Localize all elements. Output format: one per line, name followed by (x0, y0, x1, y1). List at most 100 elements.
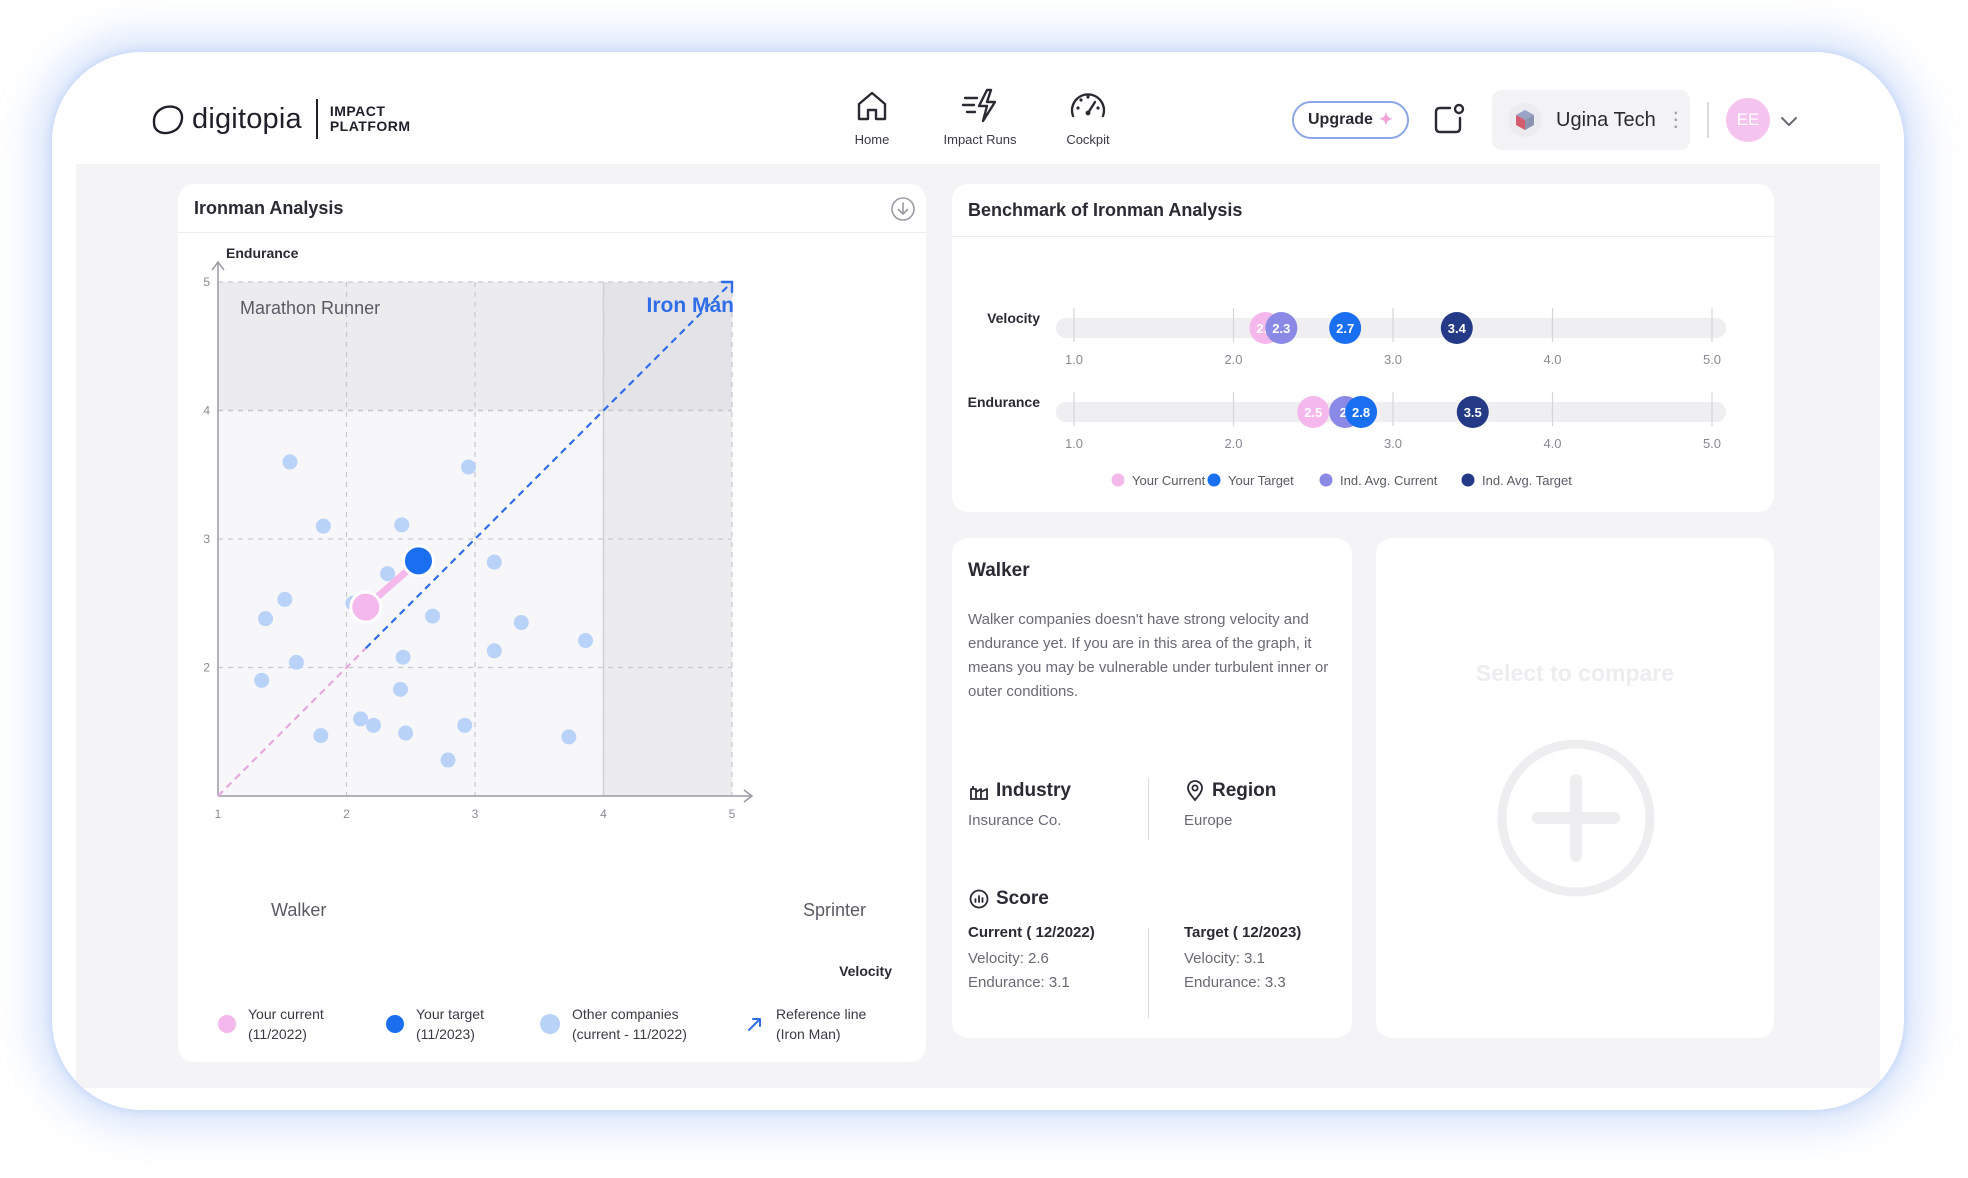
nav-item-cockpit-label: Cockpit (1066, 132, 1110, 147)
brand-name: digitopia (192, 102, 302, 135)
legend-other-companies-line2: (current - 11/2022) (572, 1026, 687, 1042)
download-icon[interactable] (890, 196, 916, 222)
benchmark-dot-your-target[interactable] (1345, 396, 1378, 428)
scatter-point-other-company[interactable] (440, 752, 456, 768)
brand-subtitle: IMPACT PLATFORM (330, 104, 411, 134)
scatter-point-other-company[interactable] (394, 517, 410, 533)
benchmark-legend-label: Your Current (1132, 473, 1206, 488)
scatter-title-divider (178, 232, 926, 233)
scatter-point-other-company[interactable] (513, 615, 529, 631)
benchmark-dot-ind-avg-target[interactable] (1440, 312, 1473, 344)
compare-card[interactable]: Select to compare (1376, 538, 1774, 1038)
score-target-endurance: Endurance: 3.3 (1184, 974, 1286, 991)
benchmark-title-divider (952, 236, 1774, 237)
scatter-point-other-company[interactable] (277, 591, 293, 607)
company-name: Ugina Tech (1556, 108, 1656, 131)
ironman-analysis-card: Ironman Analysis 1 2 3 4 5 2 3 4 5 Marathon Runn… (178, 184, 926, 1062)
legend-dot-your-target (386, 1015, 404, 1033)
benchmark-dot-value: 2.3 (1272, 321, 1290, 336)
scatter-point-other-company[interactable] (254, 672, 270, 688)
benchmark-tick-label: 4.0 (1543, 436, 1561, 451)
benchmark-legend-item: Your Target (1207, 473, 1294, 488)
benchmark-dot-your-current[interactable] (1297, 396, 1330, 428)
benchmark-card: Benchmark of Ironman Analysis Velocity 1.… (952, 184, 1774, 512)
scatter-point-your-current[interactable] (349, 590, 383, 624)
scatter-point-other-company[interactable] (457, 717, 473, 733)
benchmark-dot-ind-avg-current[interactable] (1265, 312, 1298, 344)
legend-your-current: Your current (11/2022) (218, 1004, 324, 1044)
benchmark-row-label: Endurance (968, 394, 1041, 410)
nav-item-home-label: Home (854, 132, 890, 147)
scatter-point-other-company[interactable] (365, 717, 381, 733)
score-current-velocity: Velocity: 2.6 (968, 950, 1049, 967)
x-tick-label: 4 (600, 807, 607, 821)
scatter-point-other-company[interactable] (392, 681, 408, 697)
scatter-point-your-target[interactable] (401, 544, 435, 578)
x-tick-label: 5 (729, 807, 736, 821)
nav-item-impact-runs[interactable]: Impact Runs (930, 86, 1030, 147)
x-axis-label: Velocity (839, 963, 892, 979)
legend-dot-your-current (218, 1015, 236, 1033)
company-logo-icon (1508, 103, 1542, 137)
brand-logo[interactable]: digitopia IMPACT PLATFORM (150, 99, 411, 139)
benchmark-legend-dot (1111, 473, 1125, 487)
benchmark-legend-item: Ind. Avg. Target (1461, 473, 1572, 488)
company-switcher[interactable]: Ugina Tech ⋮ (1492, 90, 1690, 150)
nav-item-home[interactable]: Home (822, 86, 922, 147)
y-tick-label: 3 (203, 532, 210, 546)
scatter-point-other-company[interactable] (561, 729, 577, 745)
location-pin-icon (1187, 780, 1203, 802)
benchmark-dot-value: 2.8 (1352, 405, 1370, 420)
scatter-point-other-company[interactable] (486, 554, 502, 570)
upgrade-button[interactable]: Upgrade ✦ (1292, 101, 1409, 139)
score-current-endurance: Endurance: 3.1 (968, 974, 1070, 991)
main-nav: Home Impact Runs Cock (822, 86, 1146, 147)
scatter-point-other-company[interactable] (288, 654, 304, 670)
add-compare-icon[interactable] (1496, 738, 1656, 898)
y-tick-label: 4 (203, 404, 210, 418)
x-tick-label: 3 (472, 807, 479, 821)
app-window: digitopia IMPACT PLATFORM Home Impact Ru… (52, 52, 1904, 1110)
scatter-point-other-company[interactable] (258, 611, 274, 627)
scatter-point-other-company[interactable] (398, 725, 414, 741)
scatter-point-other-company[interactable] (395, 649, 411, 665)
benchmark-tick-label: 3.0 (1384, 436, 1402, 451)
scatter-point-other-company[interactable] (425, 608, 441, 624)
nav-item-cockpit[interactable]: Cockpit (1038, 86, 1138, 147)
score-label: Score (996, 888, 1049, 909)
score-current-label: Current ( 12/2022) (968, 924, 1095, 941)
chevron-down-icon[interactable] (1778, 110, 1800, 132)
benchmark-dot-value: 3.4 (1448, 321, 1467, 336)
benchmark-legend-label: Your Target (1228, 473, 1294, 488)
benchmark-legend-label: Ind. Avg. Target (1482, 473, 1572, 488)
nav-item-impact-runs-label: Impact Runs (943, 132, 1017, 147)
y-tick-label: 5 (203, 275, 210, 289)
reference-line-pink (217, 647, 367, 797)
benchmark-dot-your-target[interactable] (1329, 312, 1362, 344)
scatter-point-other-company[interactable] (315, 518, 331, 534)
region-block: Region Europe (1184, 780, 1276, 829)
scatter-point-other-company[interactable] (578, 633, 594, 649)
user-avatar[interactable]: EE (1726, 98, 1770, 142)
benchmark-tick-label: 3.0 (1384, 352, 1402, 367)
benchmark-tick-label: 4.0 (1543, 352, 1561, 367)
score-block: Score (968, 888, 1049, 910)
digitopia-logo-icon (152, 105, 184, 135)
scatter-point-other-company[interactable] (461, 459, 477, 475)
quadrant-label-walker: Walker (271, 900, 326, 920)
scatter-point-other-company[interactable] (380, 566, 396, 582)
sparkle-icon: ✦ (1378, 110, 1394, 129)
kebab-menu-icon[interactable]: ⋮ (1665, 109, 1686, 131)
scatter-point-other-company[interactable] (353, 711, 369, 727)
scatter-point-other-company[interactable] (486, 643, 502, 659)
brand-sub-line1: IMPACT (329, 103, 386, 119)
benchmark-dot-ind-avg-target[interactable] (1456, 396, 1489, 428)
dashboard-content: Ironman Analysis 1 2 3 4 5 2 3 4 5 Marathon Runn… (76, 164, 1880, 1088)
score-divider (1148, 928, 1149, 1018)
notification-icon[interactable] (1430, 102, 1466, 138)
scatter-point-other-company[interactable] (313, 728, 329, 744)
score-target-velocity: Velocity: 3.1 (1184, 950, 1265, 967)
benchmark-legend-item: Your Current (1111, 473, 1206, 488)
benchmark-tick-label: 2.0 (1224, 436, 1242, 451)
scatter-point-other-company[interactable] (282, 454, 298, 470)
